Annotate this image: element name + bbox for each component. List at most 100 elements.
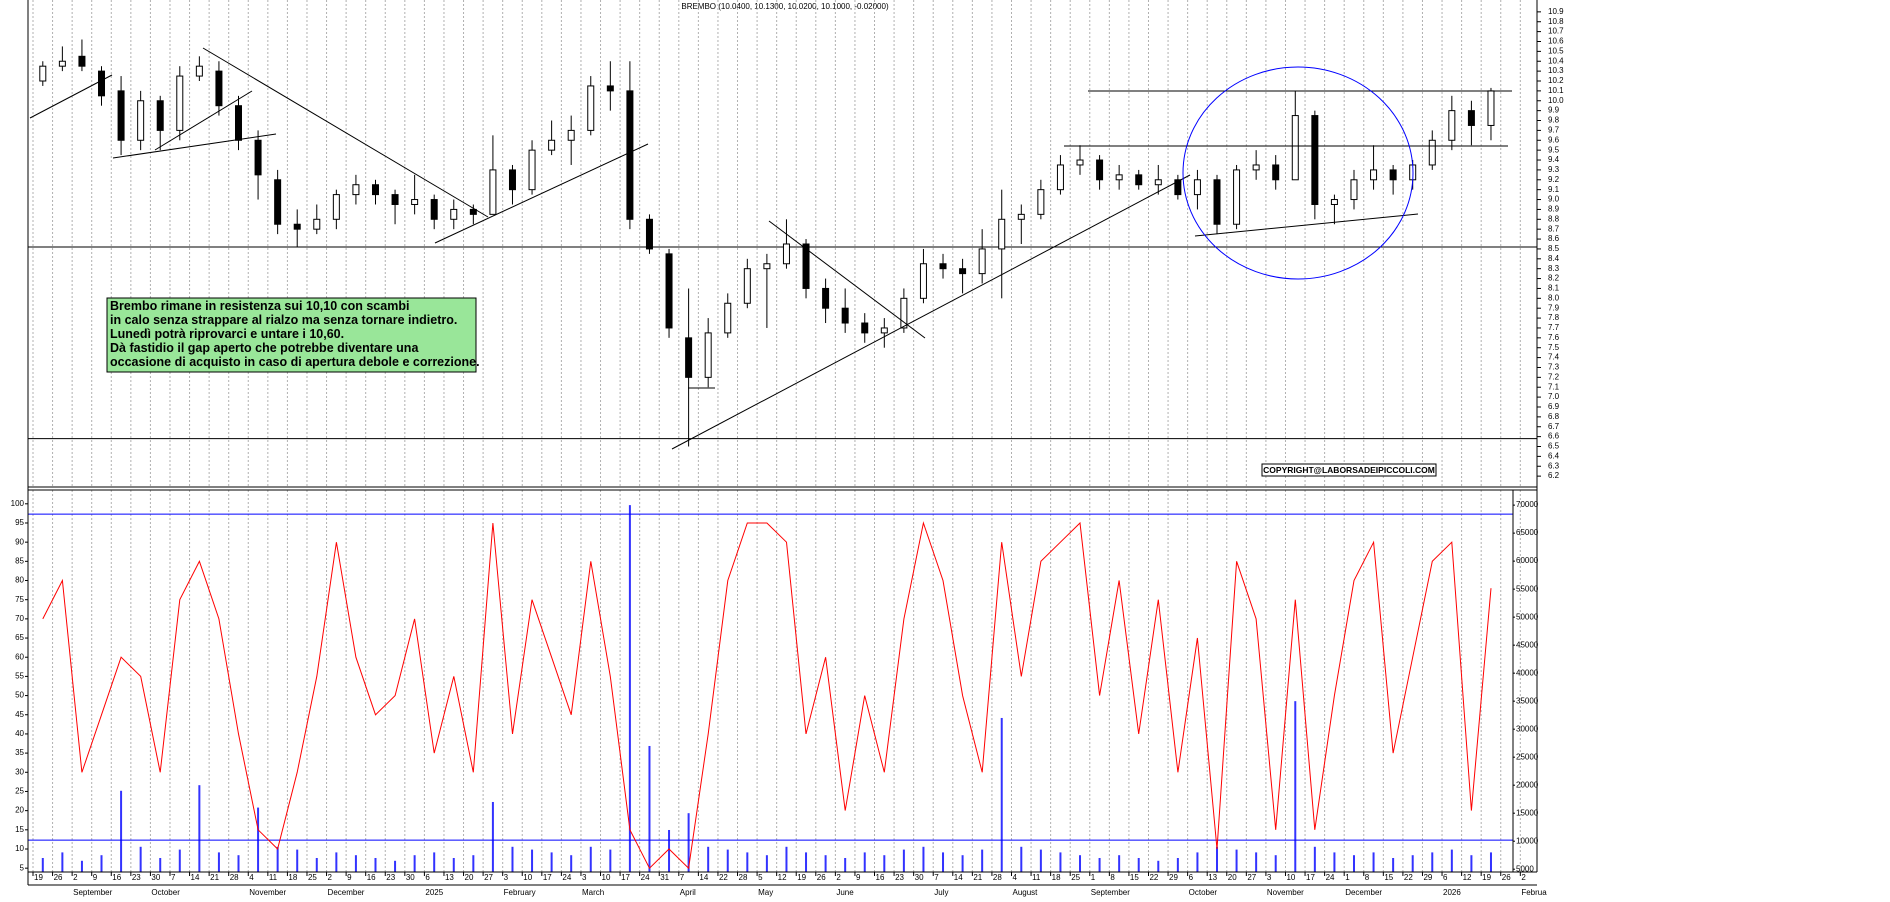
x-tick-label: 6 [425,873,430,882]
y-tick-label: 8.4 [1548,254,1560,263]
x-tick-label: 24 [562,873,571,882]
candle-body [587,85,595,131]
y2-tick-label: 20000 [1516,780,1539,789]
y-tick-label: 9.8 [1548,116,1560,125]
candle-body [959,268,967,275]
y-tick-label: 6.9 [1548,402,1560,411]
candle-body [332,194,340,220]
trend-line [671,174,1191,450]
y2-tick-label: 50000 [1516,612,1539,621]
volume-bar [863,852,866,872]
month-label: September [73,888,112,897]
month-label: April [680,888,696,897]
y-tick-label: 10.5 [1548,46,1564,55]
month-label: October [151,888,180,897]
y-tick-label: 45 [15,710,24,719]
candle-body [137,100,145,141]
y2-tick-label: 65000 [1516,528,1539,537]
volume-bar [668,829,671,872]
x-tick-label: 4 [249,873,254,882]
candle-body [1233,169,1241,225]
volume-bar [1039,849,1042,872]
x-tick-label: 20 [1228,873,1237,882]
volume-bar [1274,855,1277,872]
month-label: 2025 [425,888,443,897]
y-tick-label: 35 [15,748,24,757]
month-label: 2026 [1443,888,1461,897]
candle-body [1115,174,1123,181]
x-tick-label: 20 [465,873,474,882]
oscillator-line [42,521,1492,870]
x-tick-label: 7 [680,873,685,882]
annotation-line: Brembo rimane in resistenza sui 10,10 co… [110,299,409,313]
volume-bar [1489,852,1492,872]
volume-bar [1392,857,1395,872]
x-tick-label: 7 [934,873,939,882]
y-tick-label: 8.7 [1548,224,1560,233]
volume-bar [472,855,475,872]
candle-body [763,263,771,270]
x-tick-label: 13 [445,873,454,882]
y-tick-label: 8.2 [1548,274,1560,283]
x-tick-label: 13 [1208,873,1217,882]
y-tick-label: 8.1 [1548,284,1560,293]
trend-line [202,47,489,218]
x-tick-label: 23 [132,873,141,882]
x-tick-label: 3 [1267,873,1272,882]
y-tick-label: 7.8 [1548,313,1560,322]
candle-body [1448,110,1456,141]
grid [25,0,1541,876]
x-tick-label: 29 [1423,873,1432,882]
candle-body [900,297,908,329]
x-tick-label: 15 [1130,873,1139,882]
volume-bar [237,855,240,872]
x-tick-label: 26 [817,873,826,882]
y-tick-label: 10.3 [1548,66,1564,75]
annotation-background [106,297,477,373]
x-tick-label: 2 [328,873,333,882]
volume-bar [120,790,123,872]
candle-body [450,208,458,220]
candle-body [1154,179,1162,186]
y-tick-label: 6.8 [1548,412,1560,421]
volume-bar [922,846,925,872]
x-tick-label: 11 [269,873,278,882]
annotation-line: occasione di acquisto in caso di apertur… [110,355,480,369]
candle-body [1056,164,1064,191]
month-label: December [328,888,365,897]
candle-body [1291,115,1299,181]
y-tick-label: 7.7 [1548,323,1560,332]
x-tick-label: 19 [34,873,43,882]
volume-bar [1216,846,1218,872]
y-tick-label: 85 [15,556,24,565]
candle-body [782,243,790,265]
volume-bar [942,852,945,872]
candle-body [919,263,927,299]
candle-body [567,129,575,141]
month-label: August [1013,888,1039,897]
y-tick-label: 8.0 [1548,293,1560,302]
candle-body [1017,213,1025,220]
candle-body [254,139,262,176]
x-tick-label: 22 [719,873,728,882]
volume-bar [394,860,397,872]
volume-bar [746,852,749,872]
volume-bar [726,849,729,872]
x-tick-label: 2 [836,873,841,882]
chart-title: BREMBO (10.0400, 10.1300, 10.0200, 10.10… [681,2,889,11]
y-tick-label: 75 [15,595,24,604]
candle-body [469,208,477,215]
candle-body [508,169,516,191]
candle-body [626,90,634,220]
x-tick-label: 6 [1189,873,1194,882]
x-tick-label: 19 [797,873,806,882]
volume-bar [628,505,631,872]
y-tick-label: 8.9 [1548,205,1560,214]
x-tick-label: 23 [895,873,904,882]
volume-bar [433,852,436,872]
month-label: December [1345,888,1382,897]
y-tick-label: 9.6 [1548,135,1560,144]
volume-bar [981,849,984,872]
x-tick-label: 25 [1071,873,1080,882]
volume-bar [1157,860,1160,872]
